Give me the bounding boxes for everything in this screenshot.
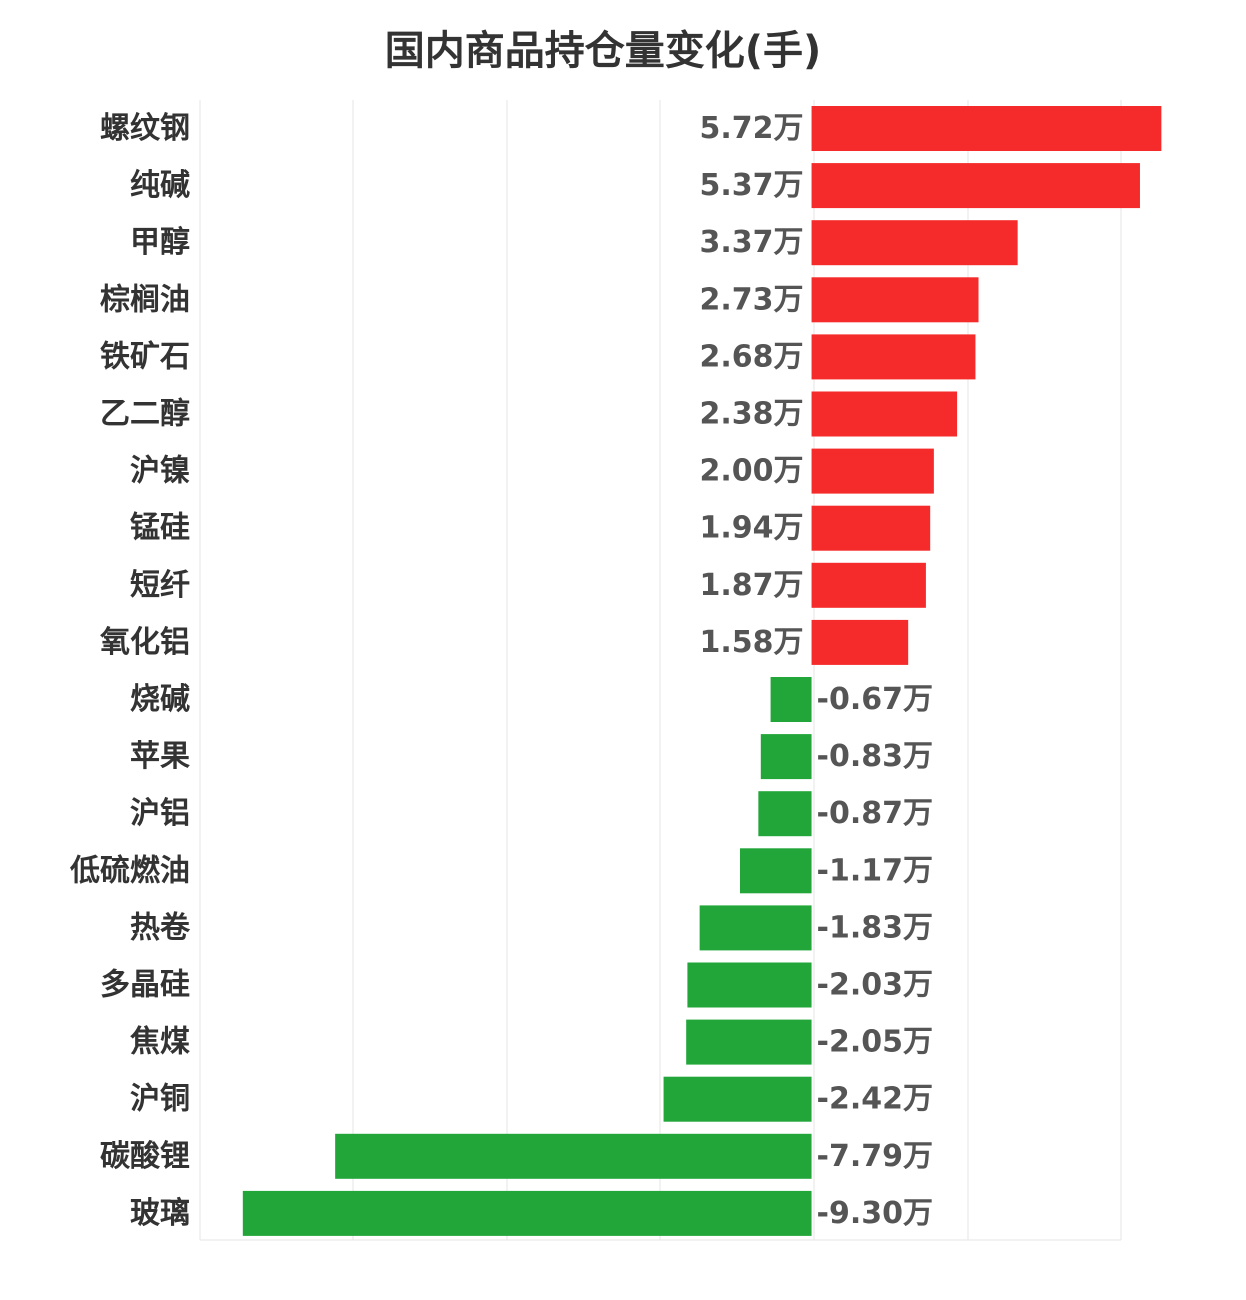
category-label: 短纤	[130, 568, 190, 603]
bar-13	[758, 791, 812, 837]
bar-1	[811, 106, 1162, 151]
bar-18	[663, 1076, 812, 1122]
value-label: 1.58万	[700, 625, 804, 660]
category-label: 多晶硅	[100, 968, 190, 1003]
bar-19	[335, 1133, 812, 1179]
category-label: 纯碱	[130, 168, 190, 203]
value-label: 1.87万	[700, 568, 804, 603]
bar-7	[811, 448, 934, 494]
category-labels: 螺纹钢纯碱甲醇棕榈油铁矿石乙二醇沪镍锰硅短纤氧化铝烧碱苹果沪铝低硫燃油热卷多晶硅…	[69, 111, 191, 1231]
grid-lines	[199, 100, 1122, 1241]
bar-12	[760, 734, 812, 780]
category-label: 碳酸锂	[100, 1139, 190, 1174]
category-label: 热卷	[130, 910, 191, 945]
value-label: 2.38万	[700, 397, 804, 432]
bar-10	[811, 619, 909, 665]
category-label: 低硫燃油	[69, 853, 190, 888]
value-label: 5.72万	[700, 111, 804, 146]
bar-20	[242, 1190, 812, 1236]
value-label: -7.79万	[817, 1139, 933, 1174]
bar-16	[687, 962, 812, 1008]
chart-title: 国内商品持仓量变化(手)	[384, 28, 822, 74]
bar-17	[686, 1019, 812, 1065]
category-label: 乙二醇	[100, 397, 190, 432]
bars	[242, 106, 1162, 1236]
value-label: -1.17万	[817, 853, 933, 888]
value-label: -2.42万	[817, 1082, 933, 1117]
value-label: 5.37万	[700, 168, 804, 203]
category-label: 烧碱	[130, 682, 190, 717]
bar-3	[811, 220, 1018, 266]
bar-6	[811, 391, 958, 437]
category-label: 沪镍	[130, 454, 190, 489]
category-label: 苹果	[130, 739, 190, 774]
value-label: -0.83万	[817, 739, 933, 774]
value-label: 1.94万	[700, 511, 804, 546]
bar-11	[770, 677, 812, 722]
value-label: -1.83万	[817, 910, 933, 945]
value-labels: 5.72万 5.37万 3.37万 2.73万 2.68万 2.38万 2.00万 1.94万…	[700, 111, 934, 1231]
value-label: 2.73万	[700, 282, 804, 317]
category-label: 沪铜	[130, 1082, 190, 1117]
category-label: 沪铝	[130, 796, 190, 831]
value-label: 3.37万	[700, 225, 804, 260]
bar-4	[811, 277, 979, 323]
category-label: 棕榈油	[100, 282, 190, 317]
category-label: 氧化铝	[100, 625, 190, 660]
category-label: 锰硅	[130, 511, 190, 546]
category-label: 螺纹钢	[100, 111, 190, 146]
bar-9	[811, 562, 926, 608]
value-label: -0.67万	[817, 682, 933, 717]
value-label: -9.30万	[817, 1196, 933, 1231]
category-label: 甲醇	[130, 225, 190, 260]
value-label: -2.03万	[817, 968, 933, 1003]
value-label: -0.87万	[817, 796, 933, 831]
value-label: 2.00万	[700, 454, 804, 489]
value-label: -2.05万	[817, 1025, 933, 1060]
bar-14	[740, 848, 812, 894]
bar-15	[699, 905, 812, 951]
bar-5	[811, 334, 976, 380]
category-label: 玻璃	[130, 1196, 190, 1231]
category-label: 焦煤	[130, 1025, 190, 1060]
bar-8	[811, 505, 931, 551]
bar-2	[811, 163, 1140, 209]
category-label: 铁矿石	[100, 339, 190, 374]
value-label: 2.68万	[700, 339, 804, 374]
